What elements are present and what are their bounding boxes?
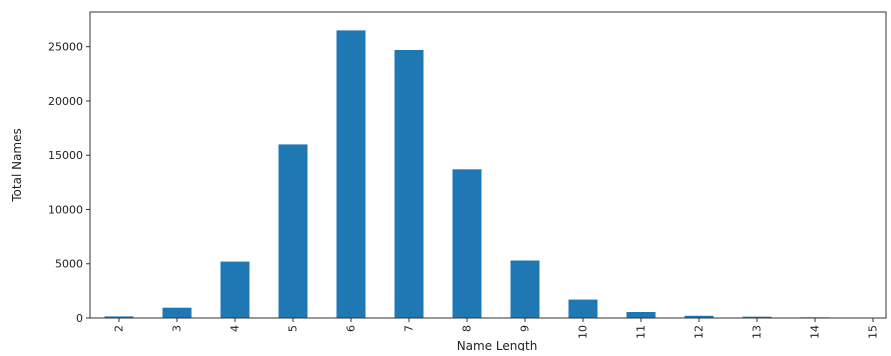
plot-area: [90, 12, 886, 318]
x-tick-label: 14: [809, 325, 822, 339]
x-tick-label: 12: [693, 325, 706, 339]
bar-10: [569, 300, 598, 318]
x-tick-label: 6: [345, 325, 358, 332]
bar-8: [453, 169, 482, 318]
x-tick-label: 4: [229, 325, 242, 332]
y-tick-label: 10000: [48, 203, 83, 216]
y-axis-label: Total Names: [10, 128, 24, 203]
bar-4: [221, 262, 250, 318]
x-tick-label: 10: [577, 325, 590, 339]
x-tick-label: 15: [867, 325, 880, 339]
x-tick-label: 5: [287, 325, 300, 332]
bar-3: [163, 308, 192, 318]
bar-7: [395, 50, 424, 318]
x-tick-label: 11: [635, 325, 648, 339]
x-tick-label: 7: [403, 325, 416, 332]
y-tick-label: 15000: [48, 149, 83, 162]
y-tick-label: 25000: [48, 41, 83, 54]
x-tick-label: 2: [113, 325, 126, 332]
x-tick-label: 9: [519, 325, 532, 332]
x-tick-label: 13: [751, 325, 764, 339]
x-axis-ticks: 2 3 4 5 6 7 8 9 10 11 12 13 14 15: [113, 318, 880, 339]
bar-9: [511, 261, 540, 319]
y-axis-ticks: 0 5000 10000 15000 20000 25000: [48, 41, 90, 325]
x-tick-label: 3: [171, 325, 184, 332]
y-tick-label: 0: [76, 312, 83, 325]
x-tick-label: 8: [461, 325, 474, 332]
y-tick-label: 5000: [55, 258, 83, 271]
bar-11: [627, 312, 656, 318]
y-tick-label: 20000: [48, 95, 83, 108]
bar-5: [279, 144, 308, 318]
bar-6: [337, 30, 366, 318]
x-axis-label: Name Length: [457, 339, 538, 351]
